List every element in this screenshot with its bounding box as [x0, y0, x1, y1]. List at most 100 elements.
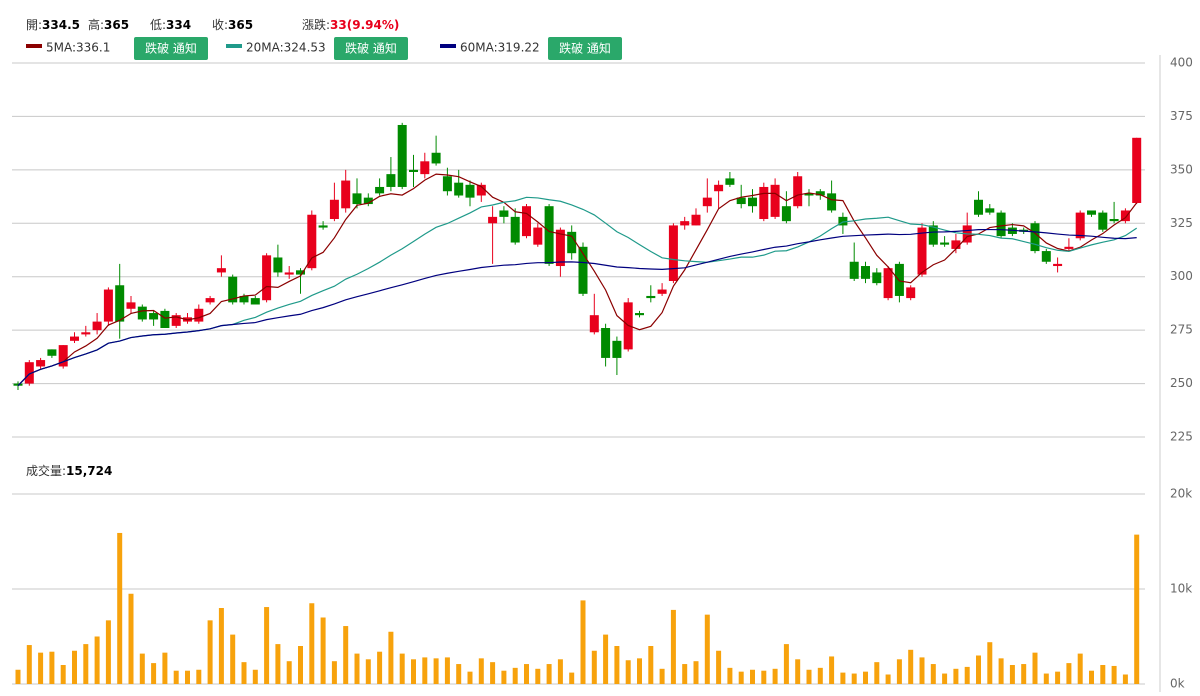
volume-bar — [1100, 665, 1106, 684]
y-tick-label: 300 — [1170, 269, 1193, 283]
candle-body — [1109, 219, 1119, 222]
volume-bar — [851, 673, 857, 684]
stat-value: 334 — [166, 18, 191, 32]
candle-body — [928, 225, 938, 245]
stat-value: 334.5 — [42, 18, 80, 32]
volume-bar — [241, 662, 247, 684]
stat-value: 365 — [104, 18, 129, 32]
volume-bar — [524, 664, 529, 684]
volume-bar — [275, 644, 281, 684]
stat-label: 收: — [212, 18, 228, 32]
candle-body — [296, 270, 305, 275]
volume-bar — [1066, 663, 1072, 684]
volume-bar — [422, 657, 428, 684]
candle-body — [126, 302, 136, 309]
volume-bar — [738, 671, 744, 684]
candle-body — [838, 216, 848, 226]
candle-body — [702, 197, 712, 207]
volume-bar — [557, 659, 563, 684]
volume-bar — [173, 670, 179, 684]
volume-bar — [196, 669, 202, 684]
stat: 收:365 — [212, 18, 253, 32]
button-bg[interactable] — [134, 37, 208, 60]
volume-bar — [716, 650, 722, 684]
legend-label: 60MA:319.22 — [460, 41, 540, 55]
candle-body — [341, 180, 351, 209]
volume-bar — [795, 659, 801, 684]
button-label[interactable]: 跌破 通知 — [345, 41, 397, 56]
candle-body — [454, 182, 464, 196]
notify-button[interactable]: 跌破 通知 — [334, 37, 408, 60]
volume-bar — [1032, 652, 1038, 684]
candle-body — [510, 216, 520, 243]
volume-bar — [1089, 670, 1094, 684]
candle-body — [1041, 251, 1051, 262]
volume-bar — [478, 658, 484, 684]
volume-bar — [693, 661, 699, 684]
button-bg[interactable] — [334, 37, 408, 60]
volume-info: 成交量:15,724 — [26, 463, 112, 478]
candle-body — [81, 332, 91, 335]
stat: 漲跌:33(9.94%) — [302, 17, 399, 32]
volume-bar — [83, 644, 89, 684]
volume-bar — [987, 642, 993, 684]
candle-body — [985, 208, 995, 213]
candle-body — [894, 263, 904, 296]
volume-bar — [309, 603, 315, 684]
volume-bar — [433, 658, 439, 684]
candle-body — [849, 261, 859, 279]
candle-body — [250, 298, 260, 305]
volume-bar — [817, 667, 823, 684]
candle-body — [861, 266, 870, 279]
button-label[interactable]: 跌破 通知 — [145, 41, 197, 56]
notify-button[interactable]: 跌破 通知 — [548, 37, 622, 60]
volume-bar — [682, 664, 688, 684]
volume-bar — [94, 636, 100, 684]
candle-body — [770, 184, 780, 217]
y-tick-label: 20k — [1170, 487, 1192, 501]
volume-bar — [151, 663, 157, 684]
candle-body — [567, 231, 577, 254]
volume-bar — [704, 614, 710, 684]
candle-body — [555, 229, 565, 267]
volume-bar — [1111, 665, 1117, 684]
volume-bar — [625, 660, 631, 684]
volume-value: 15,724 — [66, 464, 112, 478]
candle-body — [397, 124, 407, 187]
volume-bar — [456, 664, 462, 684]
candle-body — [714, 184, 724, 192]
candle-body — [1087, 210, 1096, 215]
volume-bar — [377, 651, 383, 684]
volume-bar — [750, 669, 755, 684]
candle-body — [205, 298, 215, 303]
legend-label: 5MA:336.1 — [46, 41, 110, 55]
volume-bar — [761, 670, 767, 684]
candle-body — [24, 362, 34, 384]
volume-bar — [953, 668, 959, 684]
volume-bar — [15, 669, 21, 684]
candle-body — [70, 336, 79, 341]
candle-body — [1120, 210, 1130, 222]
stat-label: 低: — [150, 18, 166, 32]
volume-bar — [320, 617, 326, 684]
button-bg[interactable] — [548, 37, 622, 60]
volume-bar — [535, 668, 541, 684]
volume-bar — [512, 667, 518, 684]
candle-body — [612, 340, 622, 358]
volume-bar — [444, 657, 450, 684]
candle-body — [736, 197, 746, 205]
button-label[interactable]: 跌破 通知 — [559, 41, 611, 56]
volume-bar — [252, 669, 258, 684]
notify-button[interactable]: 跌破 通知 — [134, 37, 208, 60]
volume-bar — [908, 649, 914, 684]
candle-body — [160, 310, 170, 329]
candle-body — [352, 193, 362, 205]
volume-bar — [26, 645, 32, 684]
candle-body — [1132, 137, 1142, 203]
volume-bar — [331, 661, 337, 684]
volume-bar — [546, 664, 552, 684]
volume-bar — [1021, 664, 1027, 684]
candle-body — [578, 246, 588, 294]
candle-body — [917, 227, 927, 275]
